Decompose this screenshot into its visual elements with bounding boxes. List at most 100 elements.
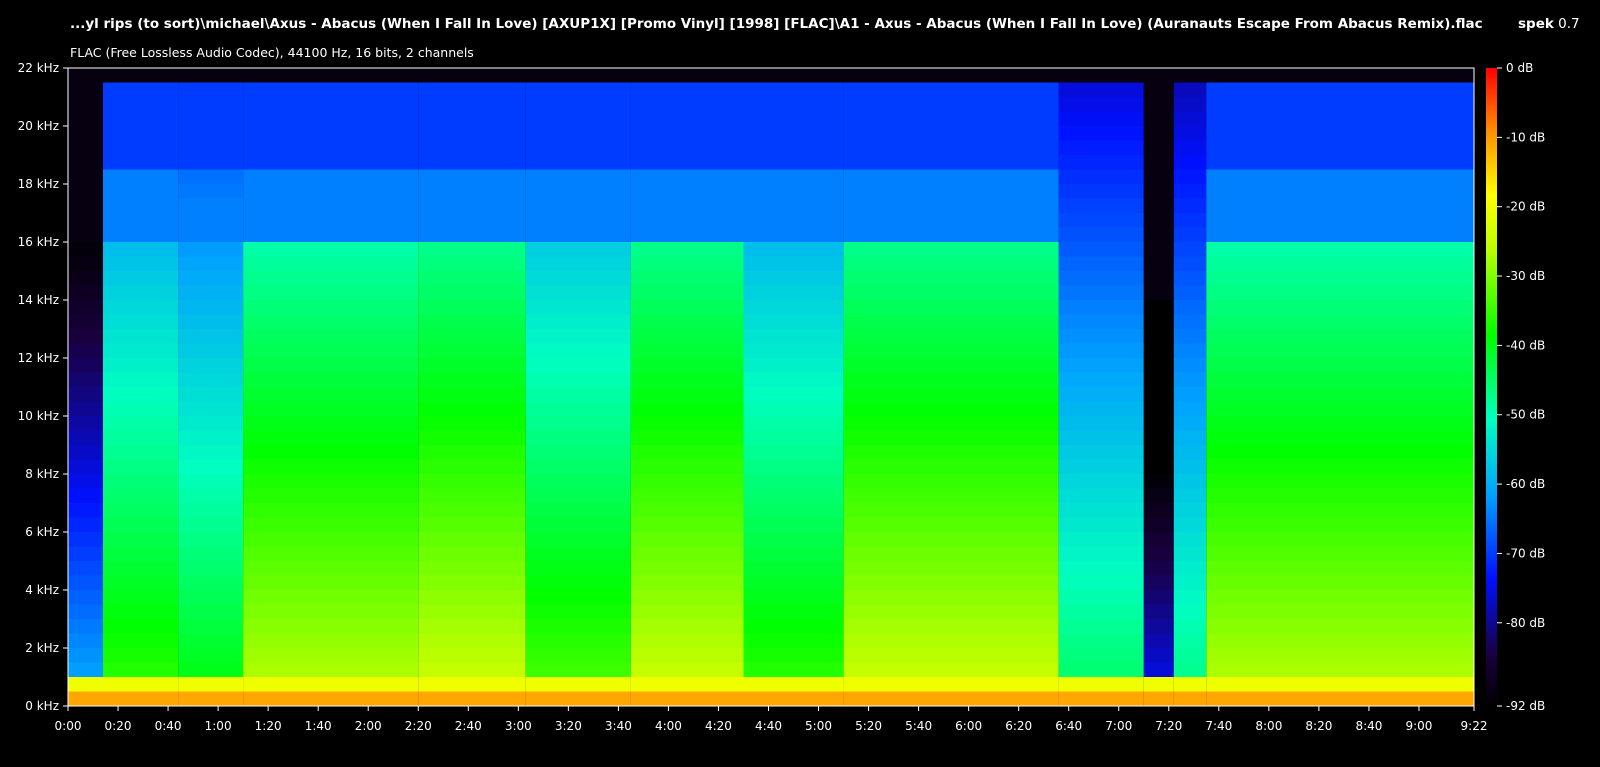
spectrogram-cell: [743, 271, 844, 286]
spectrogram-cell: [1173, 184, 1207, 199]
spectrogram-cell: [1058, 517, 1144, 532]
spectrogram-cell: [525, 677, 631, 692]
spectrogram-cell: [630, 372, 744, 387]
spectrogram-cell: [743, 401, 844, 416]
spectrogram-cell: [243, 314, 419, 329]
spectrogram-cell: [1058, 430, 1144, 445]
spectrogram-cell: [68, 662, 103, 677]
spectrogram-cell: [843, 430, 1059, 445]
spectrogram-cell: [68, 271, 103, 286]
y-tick-label: 14 kHz: [18, 293, 59, 307]
colorbar-tick-label: -40 dB: [1506, 338, 1545, 352]
spectrogram-cell: [743, 227, 844, 242]
spectrogram-cell: [843, 387, 1059, 402]
spectrogram-cell: [178, 430, 244, 445]
spectrogram-cell: [1173, 691, 1207, 706]
spectrogram-cell: [630, 488, 744, 503]
spectrogram-cell: [743, 329, 844, 344]
spectrogram-cell: [1143, 285, 1174, 300]
spectrogram-cell: [243, 662, 419, 677]
spectrogram-cell: [630, 561, 744, 576]
x-tick-label: 4:00: [655, 719, 682, 733]
spectrogram-cell: [525, 68, 631, 83]
spectrogram-cell: [843, 691, 1059, 706]
spectrogram-cell: [525, 300, 631, 315]
spectrogram-cell: [1143, 517, 1174, 532]
spectrogram-cell: [1173, 474, 1207, 489]
spectrogram-cell: [1206, 474, 1474, 489]
spectrogram-cell: [418, 662, 526, 677]
spectrogram-cell: [843, 271, 1059, 286]
spectrogram-cell: [1173, 329, 1207, 344]
spectrogram-cell: [243, 242, 419, 257]
x-tick-label: 3:40: [605, 719, 632, 733]
spectrogram-cell: [178, 242, 244, 257]
spectrogram-cell: [1058, 82, 1144, 97]
spectrogram-cell: [418, 416, 526, 431]
spectrogram-cell: [1173, 285, 1207, 300]
spectrogram-cell: [1143, 474, 1174, 489]
spectrogram-cell: [743, 314, 844, 329]
spectrogram-cell: [243, 474, 419, 489]
spectrogram-cell: [1206, 140, 1474, 155]
spectrogram-cell: [743, 68, 844, 83]
spectrogram-cell: [630, 662, 744, 677]
spectrogram-cell: [743, 82, 844, 97]
spectrogram-cell: [243, 677, 419, 692]
spectrogram-cell: [1058, 169, 1144, 184]
spectrogram-cell: [1058, 256, 1144, 271]
spectrogram-cell: [743, 198, 844, 213]
spectrogram-cell: [630, 648, 744, 663]
spectrogram-cell: [630, 242, 744, 257]
spectrogram-cell: [1206, 604, 1474, 619]
spectrogram-cell: [68, 619, 103, 634]
spectrogram-cell: [525, 213, 631, 228]
spectrogram-cell: [418, 430, 526, 445]
spectrogram-cell: [243, 445, 419, 460]
colorbar-tick-label: -80 dB: [1506, 616, 1545, 630]
spectrogram-cell: [68, 546, 103, 561]
spectrogram-cell: [68, 343, 103, 358]
spectrogram-cell: [1206, 242, 1474, 257]
spectrogram-cell: [743, 677, 844, 692]
spectrogram-cell: [243, 648, 419, 663]
spectrogram-cell: [1206, 329, 1474, 344]
spectrogram-cell: [525, 561, 631, 576]
spectrogram-cell: [843, 358, 1059, 373]
spectrogram-cell: [178, 590, 244, 605]
spectrogram-cell: [525, 329, 631, 344]
spectrogram-cell: [243, 343, 419, 358]
spectrogram-cell: [418, 546, 526, 561]
spectrogram-cell: [843, 227, 1059, 242]
spectrogram-cell: [1143, 648, 1174, 663]
spectrogram-segment: [103, 68, 179, 706]
spectrogram-cell: [630, 82, 744, 97]
spectrogram-cell: [743, 662, 844, 677]
spectrogram-cell: [178, 561, 244, 576]
spectrogram-cell: [1206, 590, 1474, 605]
spectrogram-cell: [1058, 619, 1144, 634]
spectrogram-cell: [743, 343, 844, 358]
spectrogram-cell: [525, 648, 631, 663]
spectrogram-cell: [743, 430, 844, 445]
spectrogram-cell: [418, 532, 526, 547]
spectrogram-cell: [243, 416, 419, 431]
spectrogram-cell: [630, 140, 744, 155]
app-name-version: spek 0.7: [1518, 16, 1580, 32]
spectrogram-segment: [843, 68, 1059, 706]
spectrogram-cell: [843, 532, 1059, 547]
spectrogram-cell: [1143, 633, 1174, 648]
spectrogram-cell: [1058, 343, 1144, 358]
spectrogram-cell: [743, 126, 844, 141]
y-tick-label: 20 kHz: [18, 119, 59, 133]
spectrogram-cell: [1058, 633, 1144, 648]
spectrogram-segment: [1058, 68, 1144, 706]
spectrogram-cell: [418, 503, 526, 518]
y-tick-label: 0 kHz: [25, 699, 59, 713]
spectrogram-cell: [1206, 126, 1474, 141]
spectrogram-cell: [843, 401, 1059, 416]
spectrogram-cell: [1173, 561, 1207, 576]
spectrogram-cell: [1058, 590, 1144, 605]
spectrogram-cell: [743, 111, 844, 126]
spectrogram-cell: [1143, 300, 1174, 315]
